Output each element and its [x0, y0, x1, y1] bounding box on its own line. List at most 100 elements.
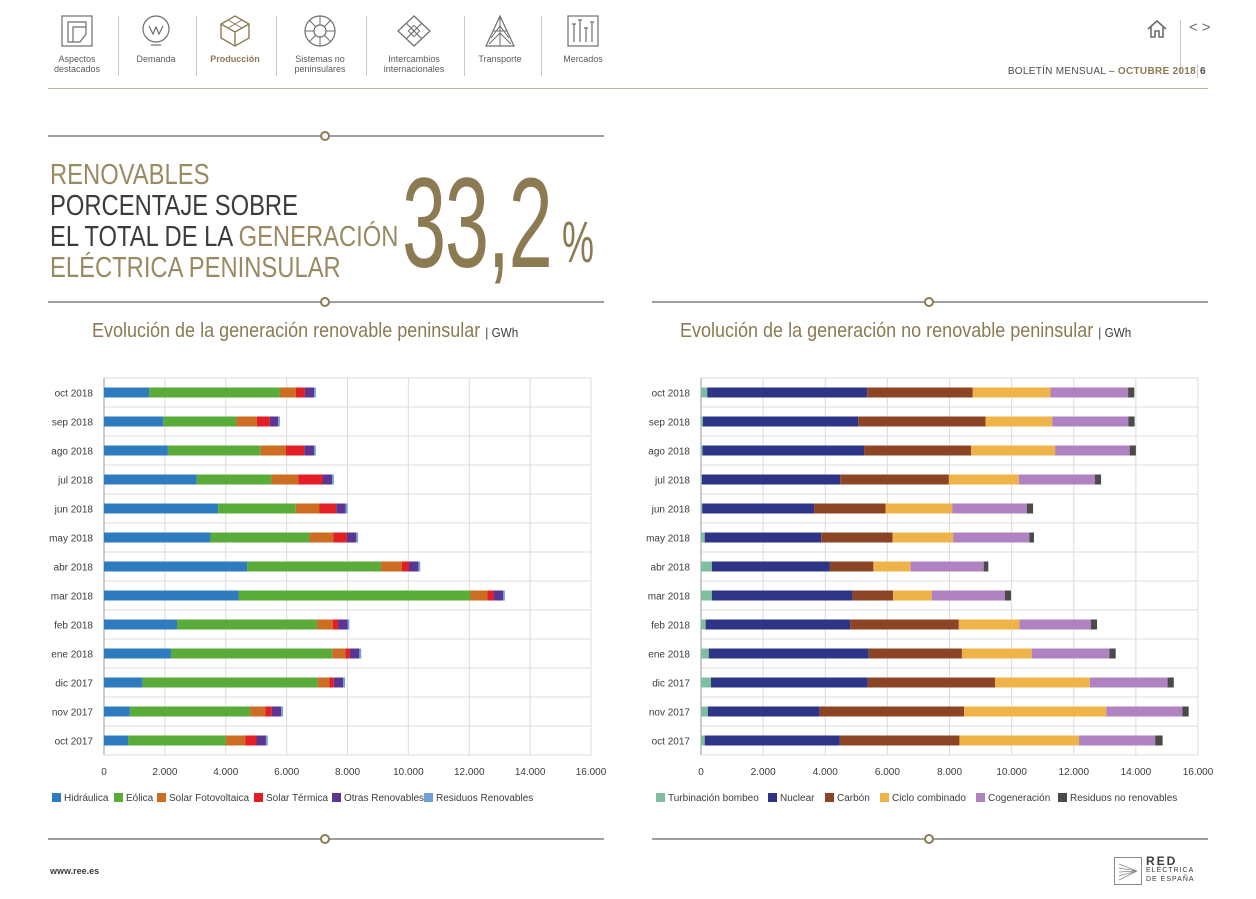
nav-label: Mercados [563, 54, 603, 64]
bar-segment [104, 677, 143, 688]
bar-segment [104, 474, 197, 485]
logo-mark-icon [1114, 857, 1142, 885]
bar-segment [701, 561, 712, 572]
legend-swatch [424, 793, 433, 802]
bar-segment [931, 590, 1005, 601]
bar-segment [265, 706, 272, 717]
legend-label: Residuos Renovables [436, 793, 533, 804]
bar-segment [953, 532, 1030, 543]
bar-segment [345, 503, 348, 514]
bar-segment [858, 416, 986, 427]
bar-segment [319, 503, 337, 514]
bar-segment [1052, 416, 1129, 427]
bar-segment [167, 445, 261, 456]
bar-segment [104, 416, 164, 427]
y-tick-label: oct 2017 [652, 737, 691, 748]
bar-segment [170, 648, 333, 659]
top-navigation: Aspectos destacados Demanda Producción Si… [0, 0, 1256, 90]
legend-label: Cogeneración [988, 793, 1050, 804]
bar-segment [245, 735, 257, 746]
bar-segment [129, 706, 251, 717]
legend-label: Otras Renovables [344, 793, 424, 804]
bar-segment [701, 416, 703, 427]
bar-segment [892, 532, 954, 543]
bar-segment [995, 677, 1090, 688]
logo-text: RED ELÉCTRICA DE ESPAÑA [1146, 854, 1195, 883]
bar-segment [256, 416, 270, 427]
bar-segment [819, 706, 965, 717]
nav-label: Intercambios internacionales [383, 54, 445, 74]
nav-item-transporte[interactable]: Transporte [470, 14, 530, 64]
bar-segment [104, 619, 178, 630]
bar-segment [701, 387, 708, 398]
nav-item-mercados[interactable]: Mercados [552, 14, 614, 64]
bar-segment [701, 590, 712, 601]
bar-segment [701, 677, 711, 688]
bar-segment [295, 387, 305, 398]
bar-segment [347, 619, 350, 630]
bar-segment [317, 677, 330, 688]
kpi-unit: % [562, 210, 594, 275]
legend-label: Eólica [126, 793, 154, 804]
legend-swatch [254, 793, 263, 802]
y-tick-label: may 2018 [646, 534, 690, 545]
footer-url[interactable]: www.ree.es [50, 866, 100, 876]
y-tick-label: jul 2018 [654, 476, 690, 487]
bar-segment [873, 561, 911, 572]
next-page-icon[interactable]: > [1201, 19, 1215, 36]
chart-renewable: 0 2.000 4.000 6.000 8.000 10.000 12.000 14.000 1… [49, 377, 607, 804]
bulb-icon [142, 15, 170, 46]
nav-item-demanda[interactable]: Demanda [128, 14, 184, 64]
home-icon[interactable] [1146, 19, 1168, 39]
bar-segment [333, 677, 344, 688]
bar-segment [1018, 474, 1095, 485]
bar-segment [309, 532, 334, 543]
bar-segment [701, 474, 702, 485]
bar-segment [1094, 474, 1102, 485]
bar-segment [271, 706, 282, 717]
rule-right-bottom [652, 834, 1208, 844]
rule-kpi-top [48, 131, 604, 141]
x-tick-label: 0 [101, 767, 107, 778]
y-tick-label: jul 2018 [57, 476, 93, 487]
x-tick-label: 12.000 [1058, 767, 1089, 778]
y-tick-label: mar 2018 [648, 592, 691, 603]
bar-segment [104, 706, 130, 717]
bar-segment [408, 561, 419, 572]
nav-divider [276, 16, 277, 76]
bar-segment [333, 532, 347, 543]
legend-label: Hidráulica [64, 793, 109, 804]
bar-segment [236, 416, 257, 427]
legend-swatch [157, 793, 166, 802]
bar-segment [260, 445, 287, 456]
nav-item-aspectos-destacados[interactable]: Aspectos destacados [48, 14, 106, 74]
legend-label: Solar Fotovoltaica [169, 793, 249, 804]
bar-segment [1182, 706, 1189, 717]
document-icon [61, 15, 93, 47]
wheel-icon [304, 15, 336, 47]
bar-segment [104, 590, 239, 601]
bar-segment [961, 648, 1032, 659]
prev-page-icon[interactable]: < [1189, 19, 1202, 36]
kpi-line-2: PORCENTAJE SOBRE [50, 190, 298, 222]
x-tick-label: 0 [698, 767, 704, 778]
bar-segment [256, 735, 266, 746]
bar-segment [104, 532, 211, 543]
legend-swatch [656, 793, 665, 802]
nav-item-produccion[interactable]: Producción [204, 14, 266, 64]
y-tick-label: nov 2017 [649, 708, 691, 719]
bar-segment [226, 735, 246, 746]
bar-segment [704, 532, 822, 543]
bar-segment [701, 503, 703, 514]
bar-segment [332, 648, 346, 659]
bar-segment [196, 474, 272, 485]
nav-item-intercambios-internacionales[interactable]: Intercambios internacionales [374, 14, 454, 74]
bar-segment [247, 561, 381, 572]
bar-segment [265, 735, 268, 746]
legend-swatch [825, 793, 834, 802]
nav-label: Aspectos destacados [53, 54, 101, 74]
nav-item-sistemas-no-peninsulares[interactable]: Sistemas no peninsulares [284, 14, 356, 74]
bar-segment [964, 706, 1107, 717]
bar-segment [493, 590, 504, 601]
kpi-line-3: EL TOTAL DE LA GENERACIÓN [50, 221, 399, 253]
